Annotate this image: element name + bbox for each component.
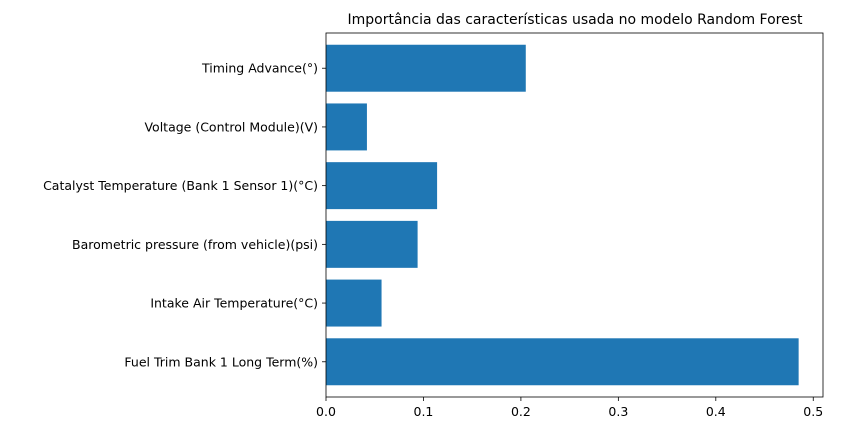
- y-tick-label-4: Voltage (Control Module)(V): [144, 119, 318, 134]
- y-tick-label-5: Timing Advance(°): [201, 61, 318, 76]
- x-tick-label-4: 0.4: [706, 404, 726, 419]
- y-axis-ticks: Fuel Trim Bank 1 Long Term(%) Intake Air …: [43, 61, 326, 369]
- x-axis-ticks: 0.0 0.1 0.2 0.3 0.4 0.5: [316, 397, 823, 419]
- x-tick-label-5: 0.5: [803, 404, 823, 419]
- bar-4: [326, 103, 367, 151]
- chart-title: Importância das características usada no…: [347, 12, 803, 28]
- plot-frame: [325, 32, 824, 398]
- x-tick-label-3: 0.3: [608, 404, 628, 419]
- y-tick-label-2: Barometric pressure (from vehicle)(psi): [72, 237, 318, 252]
- y-tick-label-3: Catalyst Temperature (Bank 1 Sensor 1)(°…: [43, 178, 318, 193]
- y-tick-label-1: Intake Air Temperature(°C): [150, 296, 318, 311]
- bar-0: [326, 338, 799, 386]
- bars-layer: [326, 44, 799, 386]
- bar-3: [326, 162, 438, 210]
- bar-5: [326, 44, 526, 92]
- x-tick-label-2: 0.2: [511, 404, 531, 419]
- y-tick-label-0: Fuel Trim Bank 1 Long Term(%): [124, 354, 318, 369]
- bar-2: [326, 220, 418, 268]
- x-tick-label-1: 0.1: [414, 404, 434, 419]
- bar-1: [326, 279, 382, 327]
- x-tick-label-0: 0.0: [316, 404, 336, 419]
